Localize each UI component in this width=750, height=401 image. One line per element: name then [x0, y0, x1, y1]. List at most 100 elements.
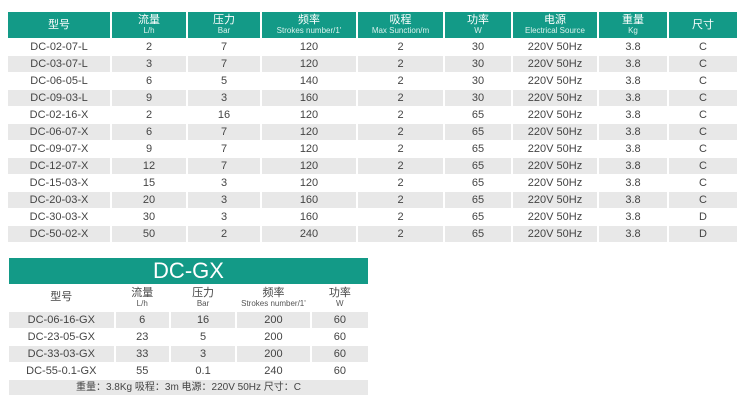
table-cell: DC-06-05-L — [30, 75, 88, 87]
table-cell: 200 — [237, 346, 310, 362]
column-header-cn: 频率 — [298, 14, 320, 26]
column-header-cn: 流量 — [138, 14, 160, 26]
dc-gx-spec-table: DC-GX 型号 流量 L/h 压力 Bar 频率 Strokes number/1' 功率 W… — [7, 258, 370, 395]
table-cell: C — [669, 192, 737, 208]
table-cell: 3.8 — [599, 90, 667, 106]
gx-table-title: DC-GX — [9, 258, 368, 284]
table-cell: 2 — [358, 56, 443, 72]
table-header: 型号 流量 L/h 压力 Bar 频率 Strokes number/1' 吸程 Max Sun… — [8, 12, 737, 38]
column-header: 功率 W — [311, 284, 368, 311]
table-cell: DC-30-03-X — [29, 211, 89, 223]
table-cell: 16 — [170, 312, 236, 328]
table-cell: 120 — [299, 41, 319, 53]
table-cell: 160 — [262, 90, 356, 106]
table-cell: DC-50-02-X — [8, 226, 110, 242]
column-header-en: Strokes number/1' — [241, 298, 306, 308]
table-cell: DC-09-07-X — [29, 143, 89, 155]
table-cell: 220V 50Hz — [513, 56, 597, 72]
table-cell: 7 — [220, 41, 228, 53]
table-cell: C — [669, 56, 737, 72]
table-cell: 120 — [299, 109, 319, 121]
table-cell: 2 — [358, 124, 443, 140]
table-cell: 2 — [397, 75, 404, 87]
table-cell: 120 — [299, 177, 319, 189]
table-cell: 23 — [136, 331, 149, 343]
table-cell: 2 — [397, 177, 404, 189]
column-header-cn: 型号 — [50, 291, 73, 303]
table-row: DC-02-16-X 2 16 120 2 65 220V 50Hz 3.8 C — [8, 107, 737, 123]
table-cell: 120 — [262, 158, 356, 174]
table-cell: 3 — [220, 177, 228, 189]
table-cell: 60 — [333, 331, 346, 343]
table-cell: 65 — [445, 226, 511, 242]
table-cell: 3 — [112, 56, 186, 72]
table-cell: C — [669, 90, 737, 106]
table-cell: 220V 50Hz — [527, 211, 583, 223]
column-header-cn: 频率 — [262, 286, 285, 299]
table-cell: DC-33-03-GX — [9, 346, 114, 362]
table-cell: 2 — [358, 192, 443, 208]
column-header-en: Bar — [196, 298, 210, 308]
table-cell: 3.8 — [625, 109, 641, 121]
table-cell: 65 — [471, 143, 485, 155]
table-cell: 3.8 — [599, 226, 667, 242]
table-cell: 15 — [142, 177, 156, 189]
table-cell: 7 — [220, 143, 228, 155]
table-cell: DC-55-0.1-GX — [26, 365, 97, 377]
table-cell: DC-06-16-GX — [9, 312, 114, 328]
column-header-en: Strokes number/1' — [276, 26, 342, 35]
table-cell: C — [699, 41, 707, 53]
column-header: 流量 L/h — [112, 12, 186, 38]
table-cell: DC-15-03-X — [29, 177, 89, 189]
table-cell: 220V 50Hz — [527, 143, 583, 155]
column-header-cn: 吸程 — [389, 14, 412, 26]
column-header: 型号 — [8, 12, 110, 38]
table-cell: 2 — [397, 143, 404, 155]
table-cell: 7 — [188, 158, 260, 174]
table-cell: 3 — [220, 211, 228, 223]
column-header: 压力 Bar — [188, 12, 260, 38]
table-cell: 220V 50Hz — [527, 75, 583, 87]
gx-footer-note: 重量：3.8Kg 吸程：3m 电源：220V 50Hz 尺寸：C — [9, 380, 368, 395]
table-cell: 160 — [299, 211, 319, 223]
table-cell: 65 — [471, 109, 485, 121]
table-cell: 240 — [264, 365, 283, 377]
table-cell: 30 — [471, 41, 485, 53]
table-cell: 2 — [397, 211, 404, 223]
table-row: DC-15-03-X 15 3 120 2 65 220V 50Hz 3.8 C — [8, 175, 737, 191]
column-header-cn: 重量 — [622, 14, 644, 26]
table-cell: 65 — [445, 192, 511, 208]
column-header: 压力 Bar — [170, 284, 236, 311]
table-row: DC-03-07-L 3 7 120 2 30 220V 50Hz 3.8 C — [8, 56, 737, 72]
table-cell: 240 — [262, 226, 356, 242]
table-cell: 16 — [217, 109, 231, 121]
table-cell: 3.8 — [625, 143, 641, 155]
table-cell: 200 — [264, 331, 283, 343]
table-row: DC-09-07-X 9 7 120 2 65 220V 50Hz 3.8 C — [8, 141, 737, 157]
table-cell: 6 — [145, 75, 153, 87]
column-header: 电源 Electrical Source — [513, 12, 597, 38]
table-cell: 5 — [220, 75, 228, 87]
table-cell: 2 — [145, 109, 153, 121]
table-cell: 2 — [397, 41, 404, 53]
table-cell: C — [699, 143, 707, 155]
table-cell: 2 — [358, 90, 443, 106]
table-cell: 33 — [115, 346, 169, 362]
table-cell: D — [669, 226, 737, 242]
table-cell: 220V 50Hz — [527, 41, 583, 53]
table-row: DC-33-03-GX 33 3 200 60 — [9, 346, 368, 362]
table-cell: 20 — [112, 192, 186, 208]
table-cell: DC-09-03-L — [8, 90, 110, 106]
table-cell: 220V 50Hz — [527, 177, 583, 189]
column-header-en: L/h — [136, 298, 148, 308]
table-cell: DC-12-07-X — [8, 158, 110, 174]
table-cell: DC-06-07-X — [8, 124, 110, 140]
column-header-cn: 功率 — [467, 14, 489, 26]
table-cell: 65 — [445, 124, 511, 140]
table-cell: DC-03-07-L — [8, 56, 110, 72]
table-cell: 7 — [188, 124, 260, 140]
table-cell: 9 — [145, 143, 153, 155]
table-cell: 6 — [112, 124, 186, 140]
table-cell: 220V 50Hz — [513, 226, 597, 242]
table-cell: C — [699, 177, 707, 189]
